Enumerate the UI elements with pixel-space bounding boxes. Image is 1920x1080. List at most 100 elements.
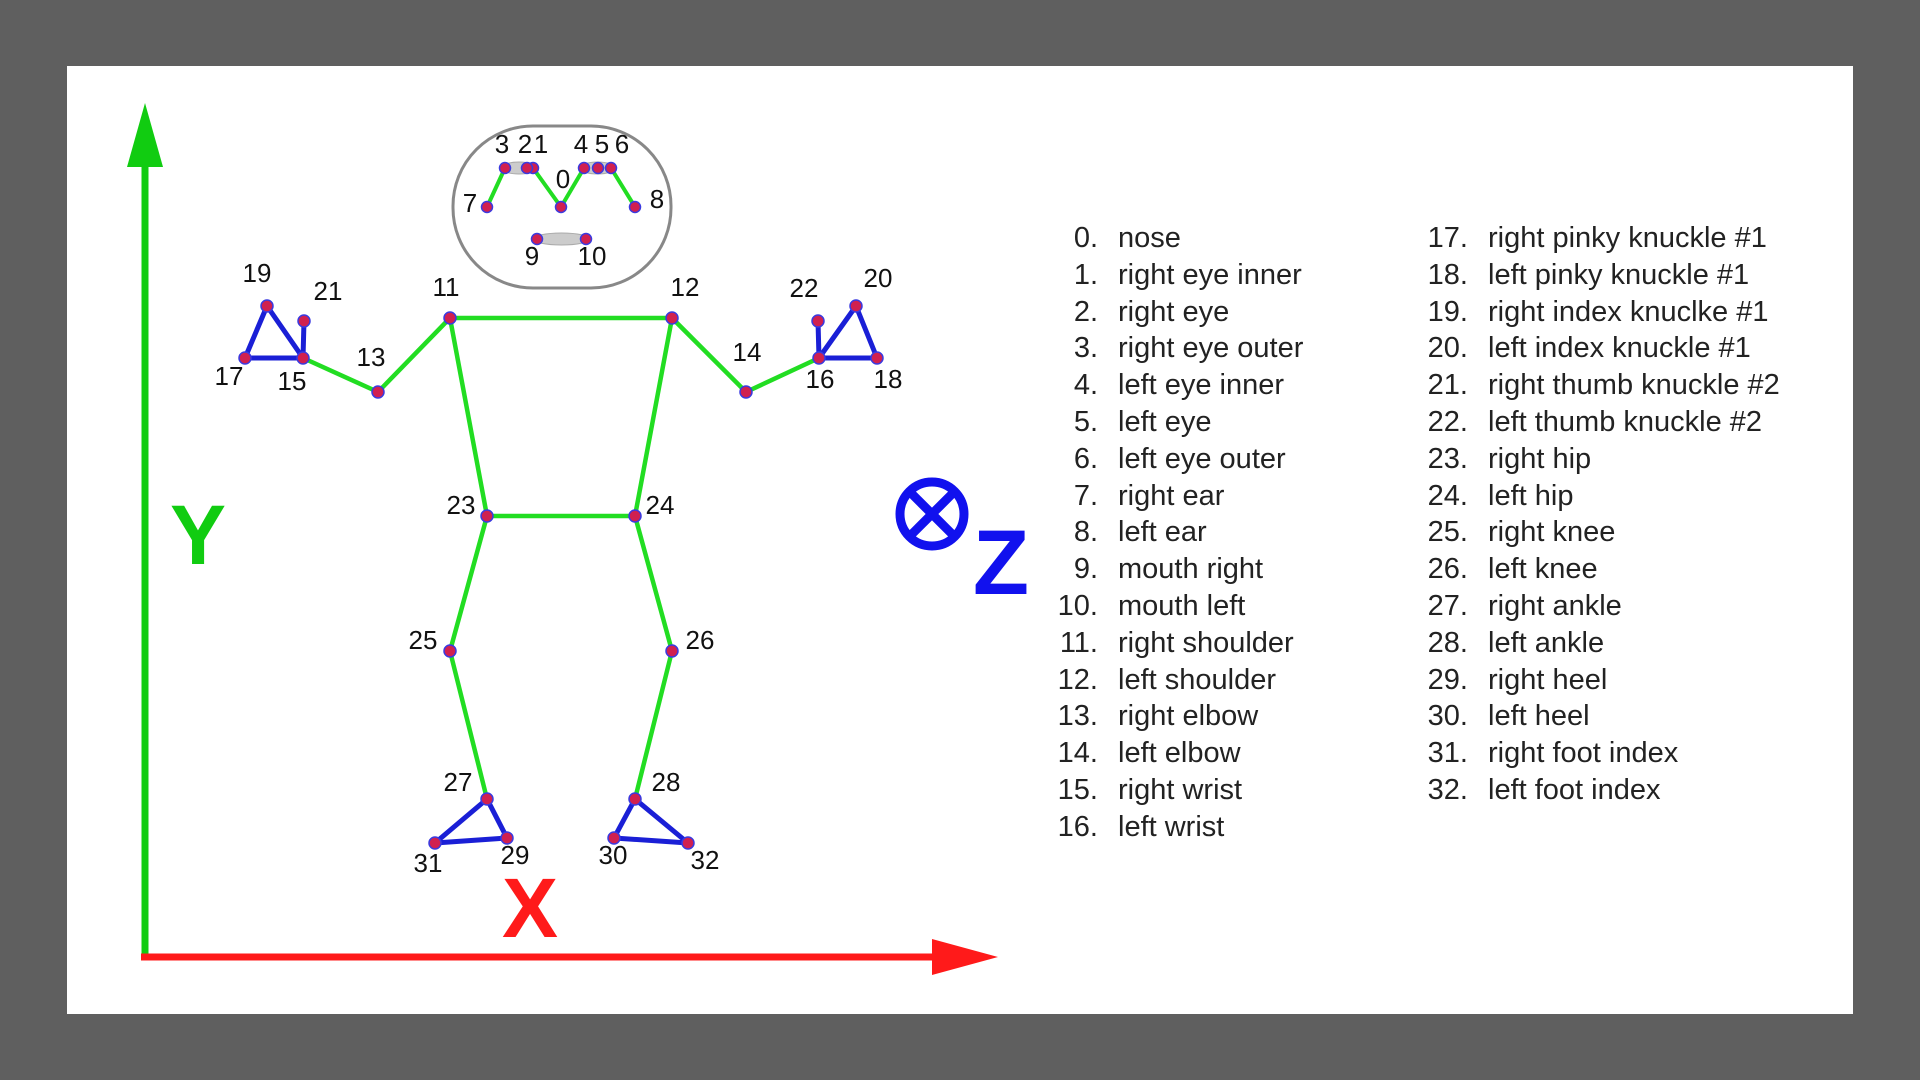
landmark-label-19: 19 [243,258,272,288]
landmark-label-16: 16 [806,364,835,394]
extremity-connection [611,835,691,846]
legend-item-label: nose [1118,222,1181,254]
landmark-point-29 [500,831,514,845]
legend-item-number: 17. [1427,222,1468,254]
face-outline [451,124,673,290]
legend-item-label: left elbow [1118,737,1241,770]
legend-item-label: right wrist [1118,773,1243,806]
landmark-point-25 [443,644,457,658]
limb-connection [632,315,675,519]
limb-connection [743,355,822,395]
limb-connection [447,513,490,654]
extremity-connection [853,303,880,361]
legend-item-label: left foot index [1488,773,1661,806]
limb-connection [485,166,507,209]
landmark-point-15 [296,351,310,365]
landmark-point-21 [297,314,311,328]
extremity-connection [242,303,270,361]
landmark-point-7 [480,200,494,214]
extremity-connection [432,796,490,846]
landmark-label-11: 11 [433,272,460,302]
landmark-label-2: 2 [518,129,532,159]
legend-item-number: 27. [1427,589,1468,622]
legend-item-label: right pinky knuckle #1 [1488,222,1767,254]
legend-item-number: 19. [1427,295,1468,328]
legend-item-label: right shoulder [1118,626,1294,659]
landmark-label-12: 12 [671,272,700,302]
legend-item-number: 7. [1073,479,1098,512]
legend-item-label: right eye outer [1118,332,1304,365]
landmark-label-5: 5 [595,129,609,159]
legend-item-number: 20. [1427,332,1468,365]
legend-item-label: right index knuclke #1 [1488,295,1769,328]
legend-item-label: right hip [1488,442,1592,475]
limb-connection [559,166,586,209]
legend-item-label: right thumb knuckle #2 [1488,369,1780,402]
legend-item-label: left heel [1488,700,1590,733]
legend-item-number: 26. [1427,553,1468,586]
landmark-point-20 [849,299,863,313]
legend-item-label: left shoulder [1118,663,1276,696]
legend-item-number: 15. [1057,773,1098,806]
limb-connection [531,166,563,209]
landmark-label-3: 3 [495,129,509,159]
landmark-label-10: 10 [578,241,607,271]
landmark-point-26 [665,644,679,658]
legend-item-label: left eye outer [1118,442,1286,475]
legend-item-label: left thumb knuckle #2 [1488,405,1763,438]
legend-item-number: 28. [1427,626,1468,659]
legend-item-number: 21. [1427,369,1468,402]
x-axis-label: X [502,861,558,955]
landmark-label-17: 17 [215,361,244,391]
legend-item-label: mouth left [1118,589,1246,622]
landmark-point-22 [811,314,825,328]
legend-item-label: left hip [1488,479,1574,512]
legend-item-number: 12. [1057,663,1098,696]
z-axis-circle [895,477,969,551]
legend-item-label: left ankle [1488,626,1605,659]
limb-connection [300,355,381,395]
legend-item-label: left index knuckle #1 [1488,332,1751,365]
extremity-connection [264,303,306,361]
z-axis-label: Z [973,512,1029,614]
legend-item-number: 23. [1427,442,1468,475]
legend-item-number: 25. [1427,516,1468,549]
landmark-point-23 [480,509,494,523]
landmark-point-0 [554,200,568,214]
legend-item-number: 6. [1073,442,1098,475]
legend-item-number: 14. [1057,737,1098,770]
legend-item-number: 11. [1059,626,1098,659]
landmark-point-18 [870,351,884,365]
limb-connection [609,166,637,209]
extremity-connection [484,796,510,841]
legend-item-number: 1. [1073,258,1098,291]
landmark-point-16 [812,351,826,365]
legend-item-number: 5. [1073,405,1098,438]
landmark-label-21: 21 [314,276,343,306]
landmark-label-26: 26 [686,625,715,655]
legend-item-number: 29. [1427,663,1468,696]
legend-item-number: 10. [1057,589,1098,622]
landmark-point-5 [591,161,605,175]
legend-item-number: 4. [1073,369,1098,402]
landmark-point-28 [628,792,642,806]
legend-item-label: left wrist [1118,810,1225,843]
legend-item-label: right ear [1118,479,1225,512]
landmark-point-6 [604,161,618,175]
legend-item-label: right elbow [1118,700,1259,733]
landmark-point-17 [238,351,252,365]
landmark-point-2 [520,161,534,175]
legend-item-number: 30. [1427,700,1468,733]
landmark-label-32: 32 [691,845,720,875]
landmark-point-9 [530,232,544,246]
landmark-label-24: 24 [646,490,675,520]
limb-connection [669,315,749,395]
landmark-point-27 [480,792,494,806]
landmark-label-8: 8 [650,184,664,214]
extremity-connection [432,835,510,846]
landmark-point-24 [628,509,642,523]
extremity-connection [816,303,859,361]
landmark-label-14: 14 [733,337,762,367]
